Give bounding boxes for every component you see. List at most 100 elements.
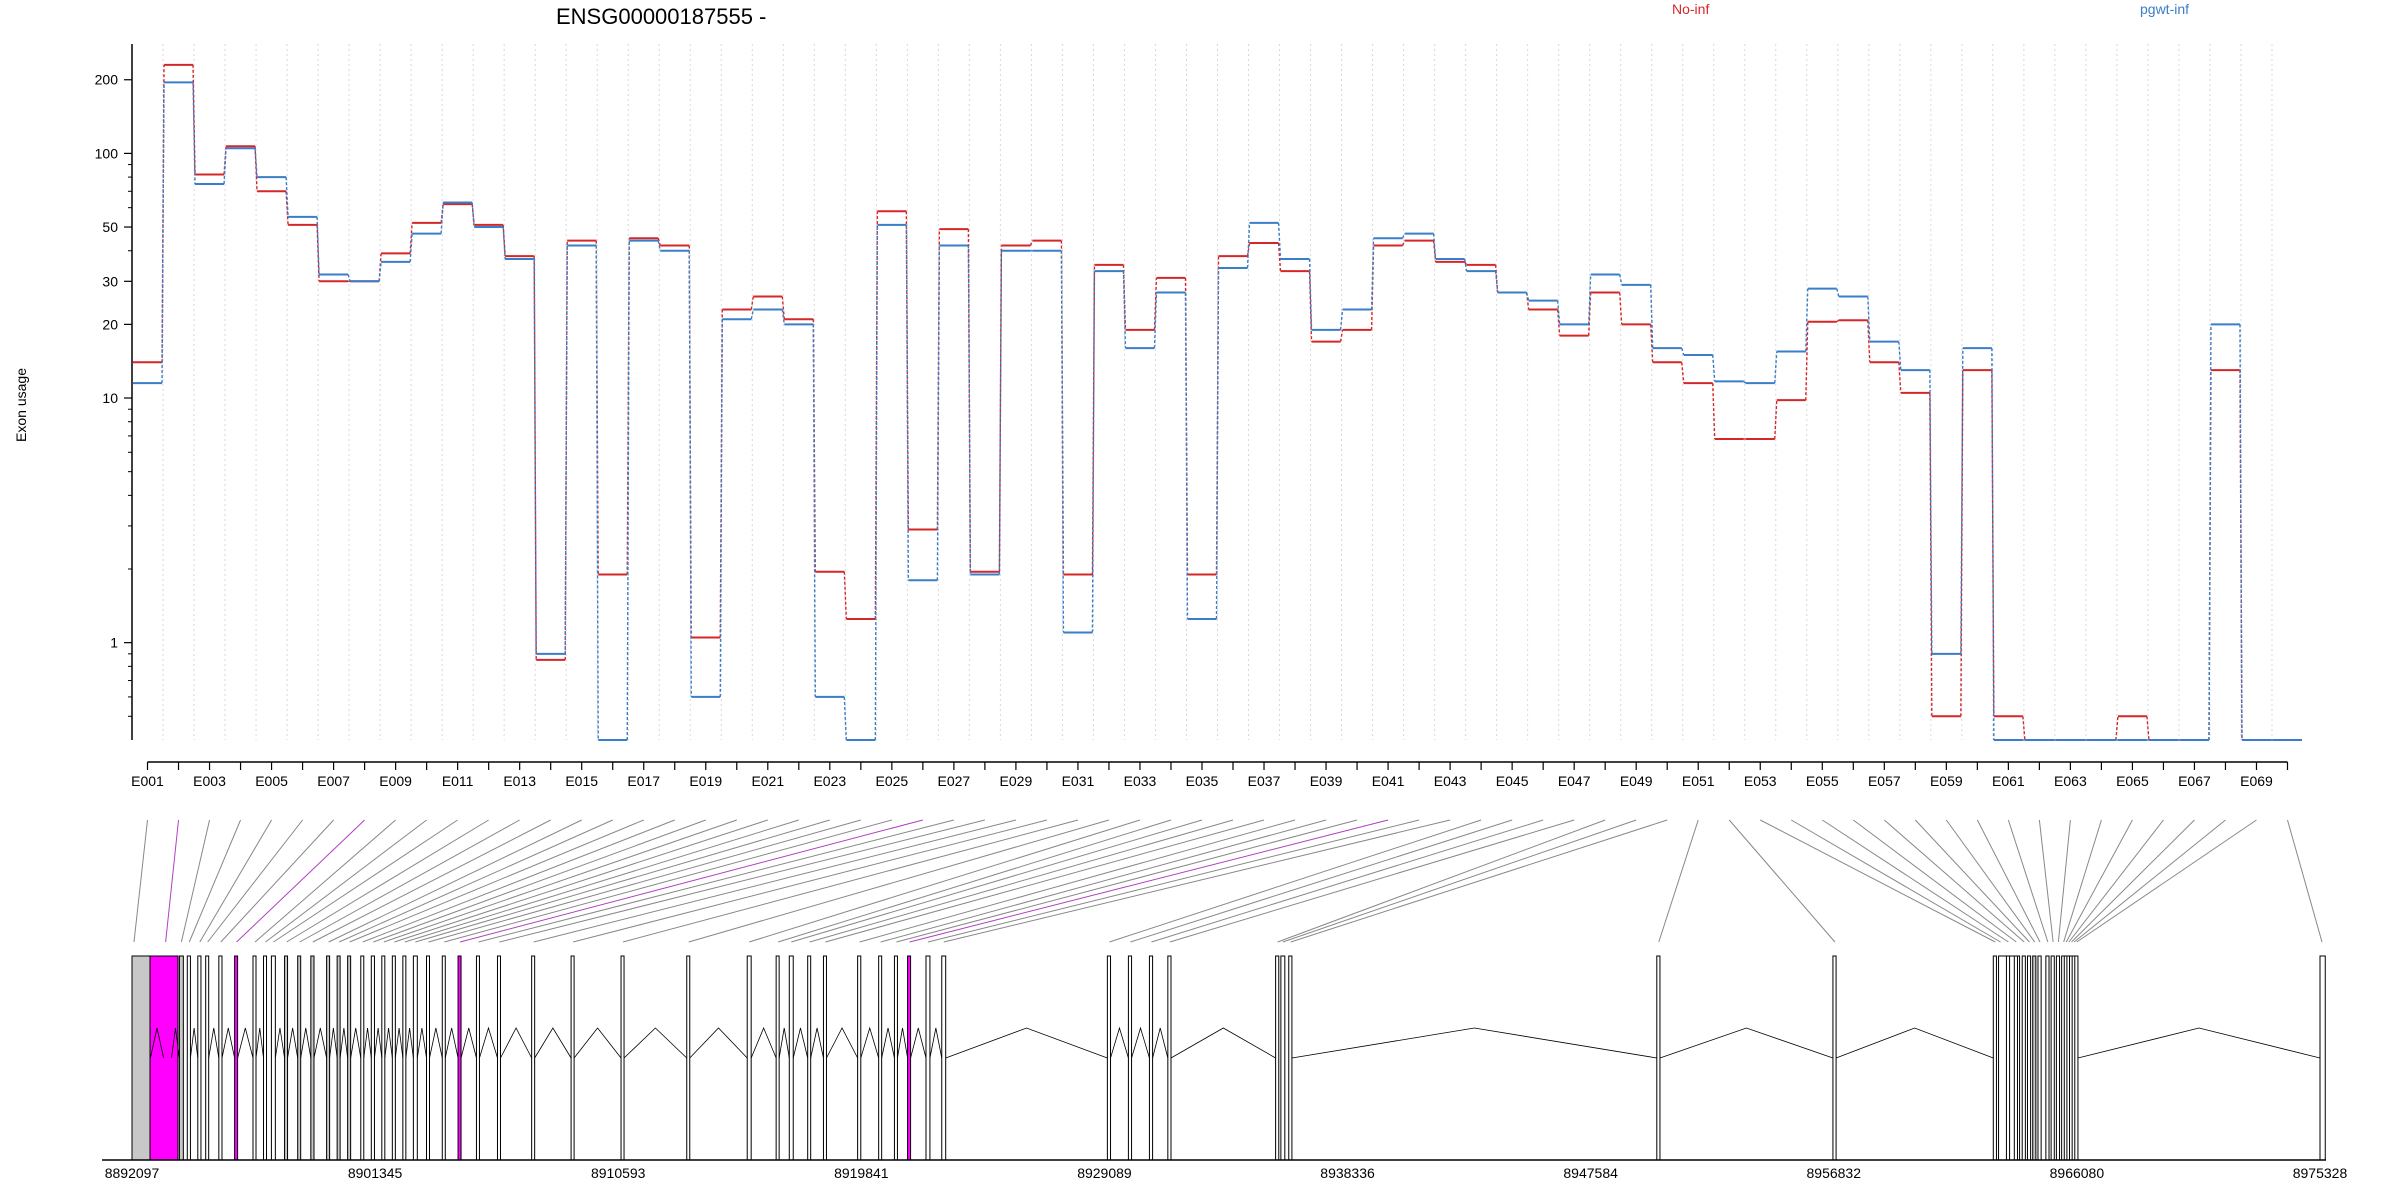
x-tick-label: E051 — [1682, 773, 1715, 789]
exon-box — [1167, 955, 1172, 1161]
series-connector — [347, 274, 351, 282]
intron-line — [150, 1027, 165, 1059]
intron-line — [1131, 1026, 1150, 1059]
exon-box — [360, 955, 365, 1161]
gene-model: 8892097 8901345 8910593 8919841 8929089 89383… — [102, 955, 2347, 1181]
intron-line — [313, 1027, 328, 1059]
series-connector — [905, 224, 910, 581]
series-connector — [1650, 324, 1654, 363]
x-tick-label: E021 — [751, 773, 784, 789]
exon-box — [218, 955, 223, 1161]
series-connector — [1867, 296, 1871, 342]
mapping-line — [286, 819, 489, 943]
intron-line — [384, 1027, 393, 1059]
genomic-tick-label: 8919841 — [834, 1165, 889, 1181]
mapping-line — [220, 819, 334, 943]
series-connector — [1122, 271, 1127, 349]
series-connector — [223, 148, 227, 184]
series-connector — [688, 250, 692, 697]
series-pgwt-inf — [133, 81, 2302, 741]
exon-box — [2005, 955, 2011, 1161]
mapping-line — [1130, 819, 1513, 943]
x-tick-label: E013 — [503, 773, 536, 789]
series-connector — [192, 82, 196, 184]
series-connector — [1370, 238, 1375, 310]
mapping-line — [1852, 819, 2017, 943]
series-connector — [626, 240, 630, 741]
series-connector — [2146, 716, 2150, 741]
mapping-line — [2068, 819, 2164, 943]
intron-line — [810, 1027, 824, 1059]
x-tick-label: E049 — [1620, 773, 1653, 789]
exon-box — [310, 955, 315, 1161]
series-connector — [874, 211, 879, 619]
series-connector — [1525, 292, 1530, 301]
mapping-line — [338, 819, 613, 943]
intron-line — [881, 1027, 895, 1059]
mapping-line — [1945, 819, 2036, 943]
mapping-line — [572, 819, 1048, 943]
mapping-line — [2071, 819, 2195, 943]
genomic-tick-label: 8947584 — [1563, 1165, 1618, 1181]
mapping-line — [896, 819, 1358, 943]
exon-box — [1832, 955, 1837, 1161]
mapping-line — [328, 819, 582, 943]
x-tick-label: E045 — [1496, 773, 1529, 789]
genomic-tick-label: 8892097 — [105, 1165, 160, 1181]
mapping-line — [2076, 819, 2257, 943]
mapping-line — [373, 819, 706, 943]
series-connector — [1215, 256, 1220, 575]
series-connector — [1339, 309, 1344, 330]
mapping-line — [2007, 819, 2049, 943]
exon-box — [941, 955, 947, 1161]
mapping-line — [2038, 819, 2054, 943]
x-tick-label: E015 — [565, 773, 598, 789]
mapping-line — [428, 819, 861, 943]
intron-line — [405, 1027, 414, 1059]
series-connector — [750, 296, 754, 310]
x-tick-label: E003 — [193, 773, 226, 789]
mapping-line — [1822, 819, 2009, 943]
intron-line — [1170, 1027, 1276, 1059]
genomic-tick-label: 8956832 — [1807, 1165, 1862, 1181]
x-tick-label: E019 — [689, 773, 722, 789]
intron-line — [374, 1027, 383, 1059]
mapping-line — [199, 819, 272, 943]
series-connector — [750, 309, 754, 320]
x-tick-label: E027 — [938, 773, 971, 789]
series-connector — [1464, 261, 1468, 266]
series-connector — [936, 245, 941, 581]
y-tick-label: 200 — [95, 72, 119, 88]
series-connector — [1401, 240, 1406, 246]
series-connector — [719, 319, 723, 697]
intron-line — [778, 1027, 790, 1059]
exon-box — [252, 955, 257, 1161]
x-tick-label: E037 — [1248, 773, 1281, 789]
series-connector — [1246, 242, 1251, 257]
exon-box — [878, 955, 883, 1161]
series-connector — [1618, 292, 1623, 325]
mapping-line — [809, 819, 1234, 943]
series-connector — [2115, 716, 2119, 741]
series-connector — [1681, 347, 1685, 356]
intron-line — [910, 1027, 927, 1059]
series-connector — [998, 245, 1003, 572]
x-tick-label: E061 — [1992, 773, 2025, 789]
intron-line — [190, 1027, 199, 1059]
x-tick-label: E031 — [1062, 773, 1095, 789]
x-tick-label: E041 — [1372, 773, 1405, 789]
series-connector — [1153, 277, 1158, 330]
series-connector — [1029, 240, 1034, 246]
series-connector — [595, 245, 599, 741]
series-connector — [2208, 324, 2212, 741]
x-tick-label: E025 — [875, 773, 908, 789]
series-connector — [161, 64, 165, 363]
exon-box — [807, 955, 812, 1161]
intron-line — [1152, 1027, 1169, 1059]
mapping-line — [444, 819, 892, 943]
mapping-line — [180, 819, 211, 943]
x-tick-label: E005 — [255, 773, 288, 789]
exon-box — [284, 955, 289, 1161]
mapping-line — [1728, 819, 1836, 943]
mapping-line — [909, 819, 1389, 943]
